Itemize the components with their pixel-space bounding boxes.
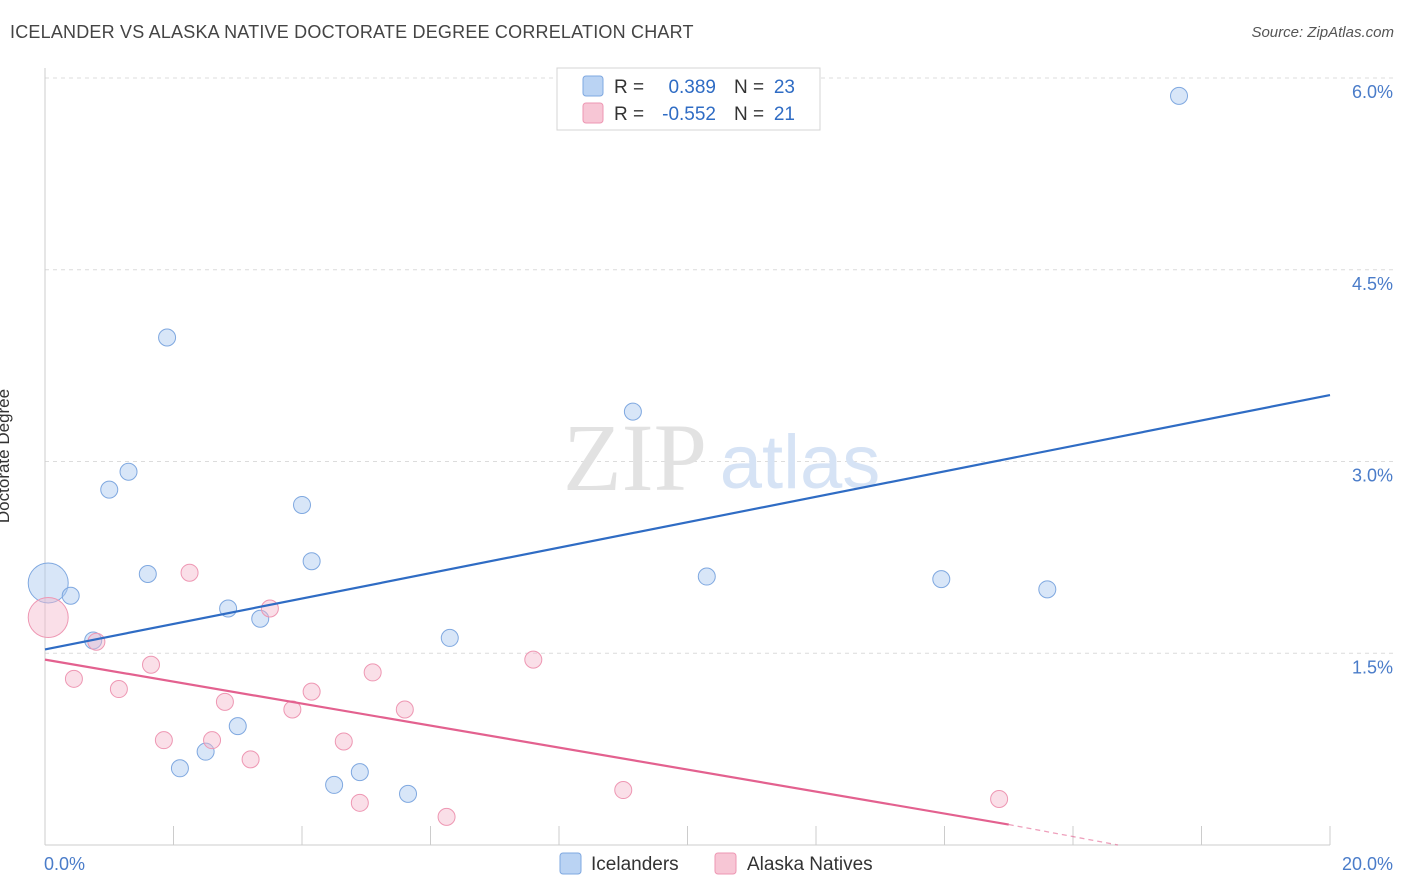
y-tick-label-0: 1.5%	[1352, 657, 1393, 677]
icelanders-point-14	[325, 775, 344, 794]
chart-source: Source: ZipAtlas.com	[1251, 24, 1394, 41]
x-tick-label-0: 0.0%	[44, 854, 85, 874]
icelanders-point-8	[196, 742, 215, 761]
icelanders-point-13	[302, 552, 321, 571]
alaska-natives-point-14	[350, 793, 369, 812]
alaska-natives-point-12	[302, 682, 321, 701]
gridlines	[45, 77, 1395, 654]
alaska-natives-point-6	[180, 563, 199, 582]
alaska-natives-point-13	[334, 732, 353, 751]
alaska-natives-point-19	[614, 781, 633, 800]
watermark-zip: ZIP	[563, 404, 707, 511]
y-tick-label-1: 3.0%	[1352, 466, 1393, 486]
series-legend-swatch-alaska-natives	[714, 852, 737, 875]
icelanders-point-7	[170, 759, 189, 778]
alaska-natives-point-9	[241, 750, 260, 769]
y-tick-label-3: 6.0%	[1352, 82, 1393, 102]
icelanders-point-3	[100, 480, 119, 499]
icelanders-point-10	[228, 717, 247, 736]
alaska-natives-point-18	[524, 650, 543, 669]
series-legend-swatch-icelanders	[559, 852, 582, 875]
icelanders-point-17	[440, 628, 459, 647]
alaska-natives-point-7	[215, 692, 234, 711]
legend-swatch-icelanders	[582, 75, 604, 97]
legend-r-value-1: -0.552	[662, 104, 716, 125]
y-tick-labels: 1.5% 3.0% 4.5% 6.0%	[1352, 82, 1393, 677]
icelanders-point-20	[932, 570, 951, 589]
icelanders-point-4	[119, 462, 138, 481]
icelanders-point-18	[623, 402, 642, 421]
icelanders-point-6	[158, 328, 177, 347]
legend-n-label-0: N =	[734, 77, 764, 98]
alaska-natives-point-15	[363, 663, 382, 682]
legend-r-value-0: 0.389	[668, 77, 716, 98]
watermark-atlas: atlas	[720, 420, 881, 505]
alaska-natives-point-2	[87, 632, 106, 651]
alaska-natives-point-5	[154, 731, 173, 750]
alaska-natives-trend-line	[44, 658, 1009, 826]
series-legend-label-icelanders: Icelanders	[591, 854, 679, 875]
icelanders-point-5	[138, 564, 157, 583]
legend-swatch-alaska-natives	[582, 102, 604, 124]
x-tick-label-1: 20.0%	[1342, 854, 1393, 874]
alaska-natives-point-17	[437, 807, 456, 826]
trend-lines	[44, 393, 1331, 846]
icelanders-point-22	[1170, 86, 1189, 105]
legend-n-label-1: N =	[734, 104, 764, 125]
icelanders-trend-line	[44, 393, 1331, 651]
icelanders-point-1	[61, 586, 80, 605]
alaska-natives-point-0	[27, 596, 69, 638]
icelanders-point-19	[697, 567, 716, 586]
alaska-natives-trend-extension	[1008, 823, 1119, 846]
icelanders-point-21	[1038, 580, 1057, 599]
legend-r-label-1: R =	[614, 104, 644, 125]
data-points	[27, 86, 1189, 826]
alaska-natives-point-20	[990, 789, 1009, 808]
alaska-natives-point-4	[142, 655, 161, 674]
legend: R = 0.389 N = 23 R = -0.552 N = 21	[556, 67, 821, 131]
watermark: ZIP atlas	[563, 404, 880, 511]
legend-r-label-0: R =	[614, 77, 644, 98]
x-tick-labels: 0.0% 20.0%	[44, 854, 1393, 874]
icelanders-point-0	[27, 562, 69, 604]
chart-title: ICELANDER VS ALASKA NATIVE DOCTORATE DEG…	[10, 22, 694, 42]
legend-n-value-1: 21	[774, 104, 795, 125]
alaska-natives-point-3	[109, 680, 128, 699]
alaska-natives-point-16	[395, 700, 414, 719]
series-legend-label-alaska-natives: Alaska Natives	[747, 854, 873, 875]
icelanders-point-15	[350, 763, 369, 782]
alaska-natives-point-1	[64, 669, 83, 688]
y-tick-label-2: 4.5%	[1352, 274, 1393, 294]
series-legend: Icelanders Alaska Natives	[559, 852, 873, 875]
icelanders-point-16	[399, 784, 418, 803]
alaska-natives-point-8	[203, 731, 222, 750]
alaska-natives-point-10	[260, 599, 279, 618]
icelanders-point-12	[293, 495, 311, 514]
legend-n-value-0: 23	[774, 77, 795, 98]
